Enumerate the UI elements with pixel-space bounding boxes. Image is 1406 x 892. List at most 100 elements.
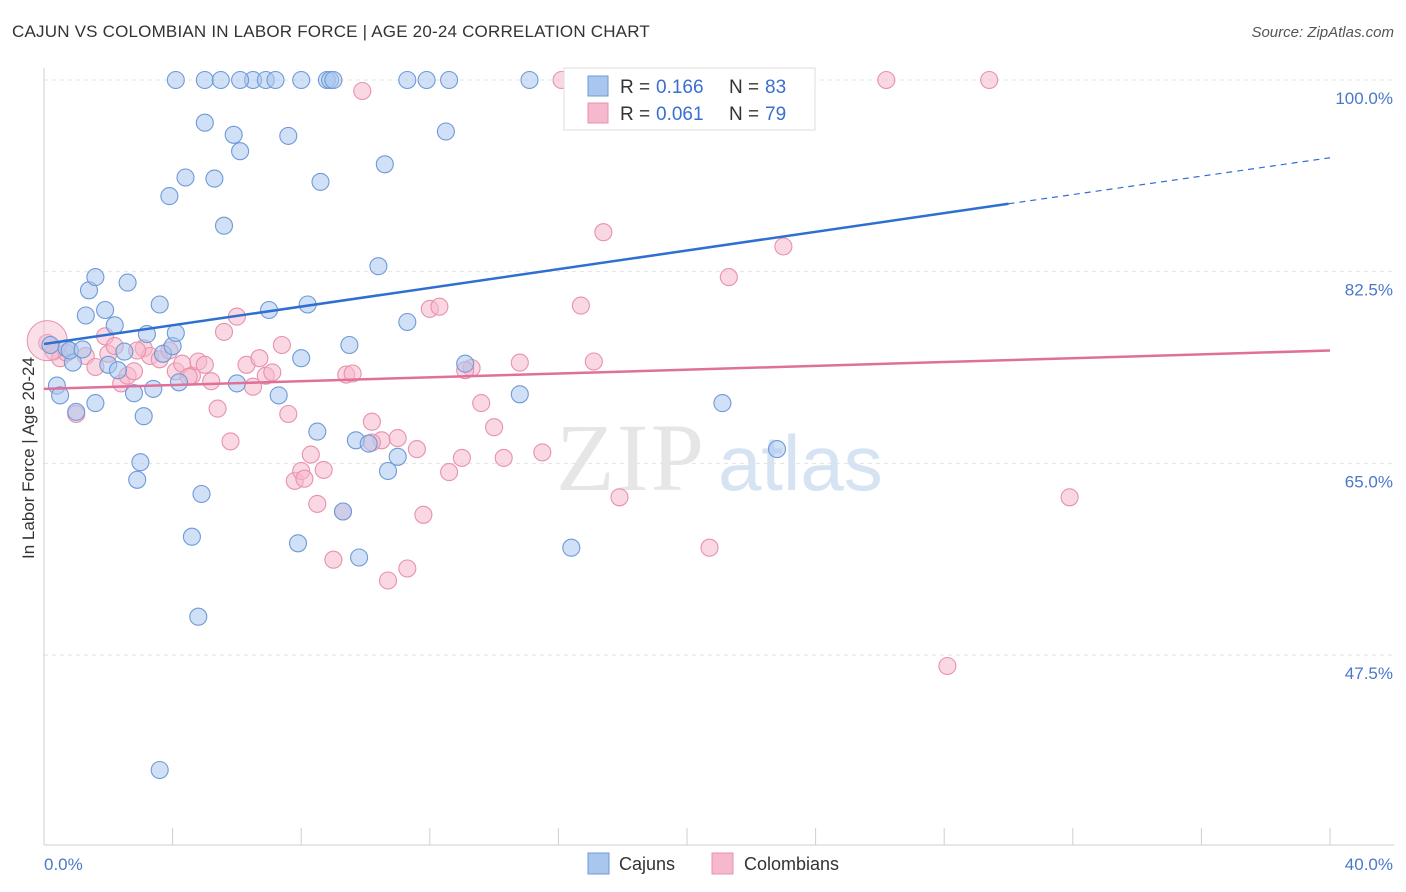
cajuns-point <box>359 434 378 453</box>
cajuns-point <box>224 125 243 144</box>
legend-r-value-colombians: 0.061 <box>656 104 704 125</box>
colombians-point <box>308 494 327 513</box>
cajuns-point <box>134 407 153 426</box>
cajuns-point <box>124 384 144 403</box>
cajuns-point <box>150 760 169 780</box>
legend-n-value-cajuns: 83 <box>765 77 786 98</box>
cajuns-point <box>189 607 208 626</box>
colombians-point <box>414 505 433 524</box>
colombians-point <box>202 372 221 391</box>
cajuns-trend-line <box>43 202 1009 346</box>
colombians-point <box>877 70 896 90</box>
cajuns-point <box>231 142 250 161</box>
colombians-point <box>407 440 426 459</box>
cajuns-point <box>767 440 787 459</box>
legend-r-label-cajuns: R = <box>620 77 650 98</box>
cajuns-point <box>398 70 417 90</box>
cajuns-point <box>292 349 311 368</box>
cajuns-point <box>205 169 224 188</box>
cajuns-point <box>266 70 285 90</box>
colombians-point <box>250 349 269 368</box>
cajuns-point <box>86 268 105 287</box>
cajuns-point <box>340 335 359 355</box>
y-tick-labels: 100.0% 82.5% 65.0% 47.5% <box>1335 89 1393 683</box>
watermark: ZIP atlas <box>556 404 883 511</box>
series-legend: Cajuns Colombians <box>587 852 839 875</box>
axes <box>43 68 1394 846</box>
y-tick-label: 65.0% <box>1345 472 1393 491</box>
legend-n-value-colombians: 79 <box>765 104 786 125</box>
colombians-point <box>314 460 333 479</box>
cajuns-point <box>279 126 298 145</box>
colombians-point <box>610 488 629 507</box>
y-tick-label: 100.0% <box>1335 89 1393 108</box>
cajuns-point <box>76 306 95 325</box>
cajuns-point <box>456 354 475 373</box>
y-tick-label: 82.5% <box>1345 281 1393 300</box>
colombians-point <box>700 538 719 557</box>
cajuns-point <box>131 453 150 472</box>
legend-r-value-cajuns: 0.166 <box>656 77 704 98</box>
colombians-point <box>343 364 362 383</box>
cajuns-point <box>67 402 86 421</box>
cajuns-point <box>73 340 92 359</box>
colombians-point <box>571 296 590 315</box>
cajuns-point <box>105 316 124 335</box>
cajuns-point <box>108 361 127 380</box>
trend-lines <box>43 157 1331 391</box>
cajuns-point <box>398 312 417 332</box>
cajuns-point <box>713 394 732 413</box>
cajuns-point <box>417 70 436 90</box>
colombians-point <box>430 297 449 316</box>
cajuns-point <box>436 122 455 141</box>
cajuns-point <box>51 386 70 405</box>
colombians-point <box>324 550 343 569</box>
cajuns-point <box>378 461 398 481</box>
cajuns-point <box>269 386 288 405</box>
cajuns-point <box>128 470 147 489</box>
colombians-point <box>774 237 793 256</box>
cajuns-point <box>166 70 185 90</box>
cajuns-point <box>520 70 539 90</box>
colombians-point <box>594 223 613 242</box>
cajuns-point <box>510 385 529 404</box>
cajuns-point <box>211 70 230 90</box>
colombians-point <box>938 656 957 676</box>
source-label: Source: ZipAtlas.com <box>1251 24 1394 41</box>
y-tick-label: 47.5% <box>1345 664 1393 683</box>
series-legend-label-cajuns: Cajuns <box>619 854 675 874</box>
colombians-point <box>1060 488 1079 507</box>
cajuns-point <box>214 216 234 235</box>
colombians-point <box>440 463 459 482</box>
colombians-point <box>221 432 240 451</box>
cajuns-point <box>292 70 311 90</box>
colombians-point <box>719 268 738 287</box>
colombians-trend-line <box>43 349 1331 391</box>
cajuns-point <box>440 70 459 90</box>
cajuns-point <box>350 548 369 567</box>
cajuns-point <box>333 502 353 521</box>
colombians-point <box>510 353 529 372</box>
colombians-point <box>584 352 603 371</box>
cajuns-point <box>311 172 330 191</box>
cajuns-point <box>86 394 105 413</box>
legend-r-label-colombians: R = <box>620 104 650 125</box>
stats-legend: R = 0.166 N = 83 R = 0.061 N = 79 <box>563 67 816 131</box>
colombians-point <box>301 445 320 464</box>
colombians-point <box>279 404 298 424</box>
colombians-point <box>272 335 291 355</box>
colombians-point <box>195 355 214 374</box>
series-legend-swatch-cajuns <box>587 852 610 875</box>
cajuns-point <box>118 273 137 292</box>
x-ticks: 0.0% 40.0% <box>43 828 1393 874</box>
colombians-point <box>388 429 407 448</box>
colombians-point <box>295 469 314 488</box>
colombians-point <box>263 363 282 382</box>
cajuns-point <box>308 422 327 441</box>
colombians-point <box>472 394 491 413</box>
colombians-point <box>398 559 417 578</box>
colombians-point <box>353 81 372 101</box>
cajuns-point <box>160 187 179 206</box>
colombians-point <box>214 322 234 341</box>
